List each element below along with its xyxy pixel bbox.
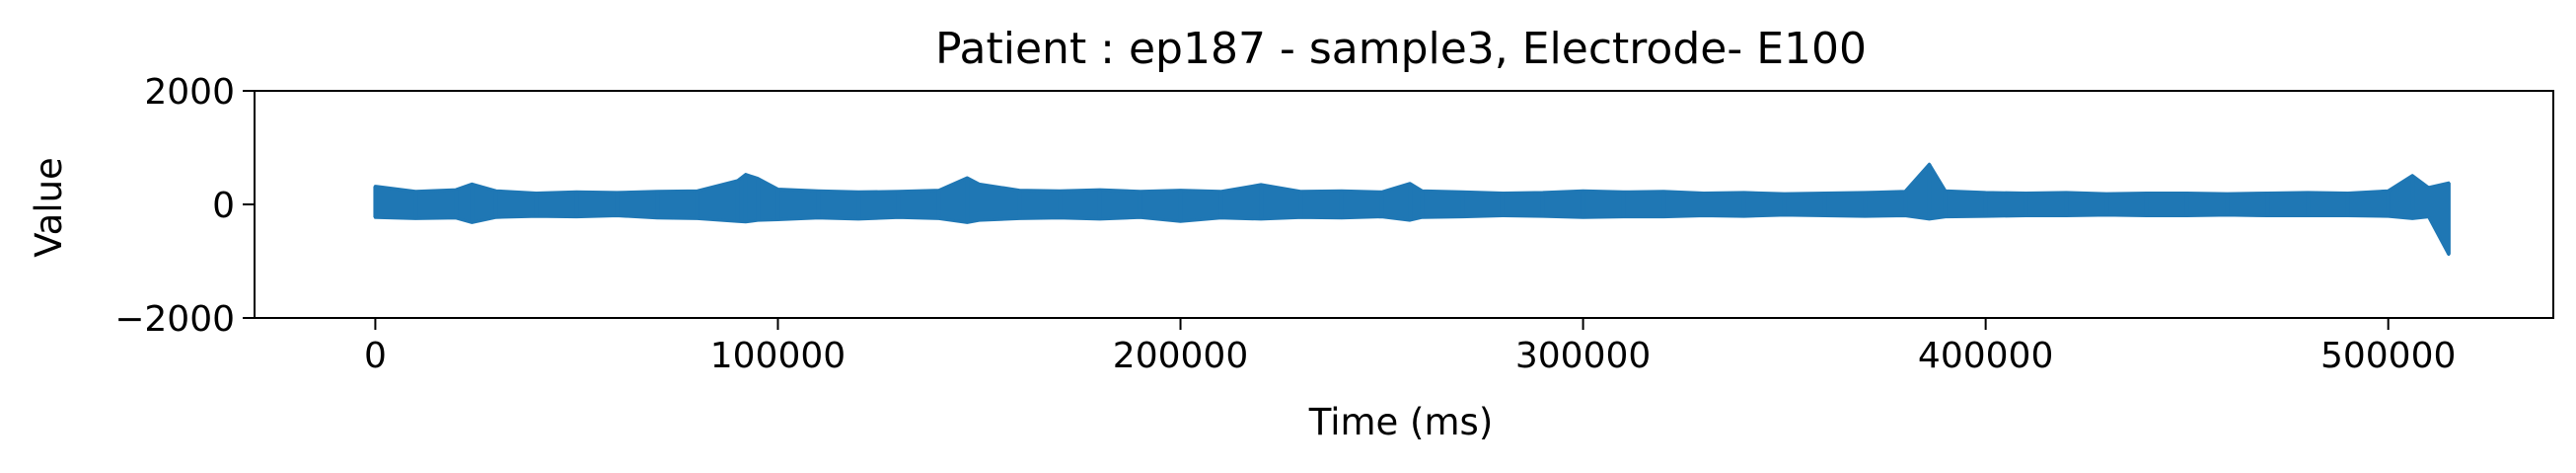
signal-line [373, 162, 2451, 257]
x-axis-label: Time (ms) [1308, 401, 1494, 443]
x-tick-label: 0 [364, 336, 387, 376]
y-tick-label: 0 [212, 186, 235, 226]
y-axis-label: Value [28, 157, 70, 258]
chart-title: Patient : ep187 - sample3, Electrode- E1… [935, 24, 1867, 74]
x-tick-label: 200000 [1113, 336, 1248, 376]
x-tick-label: 400000 [1918, 336, 2053, 376]
y-axis: −2000 0 2000 [114, 72, 255, 340]
x-tick-label: 300000 [1515, 336, 1651, 376]
x-tick-label: 500000 [2320, 336, 2456, 376]
plot-area [373, 162, 2451, 257]
x-axis: 0 100000 200000 300000 400000 500000 [364, 318, 2456, 376]
x-tick-label: 100000 [710, 336, 846, 376]
y-tick-label: −2000 [114, 299, 235, 340]
y-tick-label: 2000 [144, 72, 235, 113]
